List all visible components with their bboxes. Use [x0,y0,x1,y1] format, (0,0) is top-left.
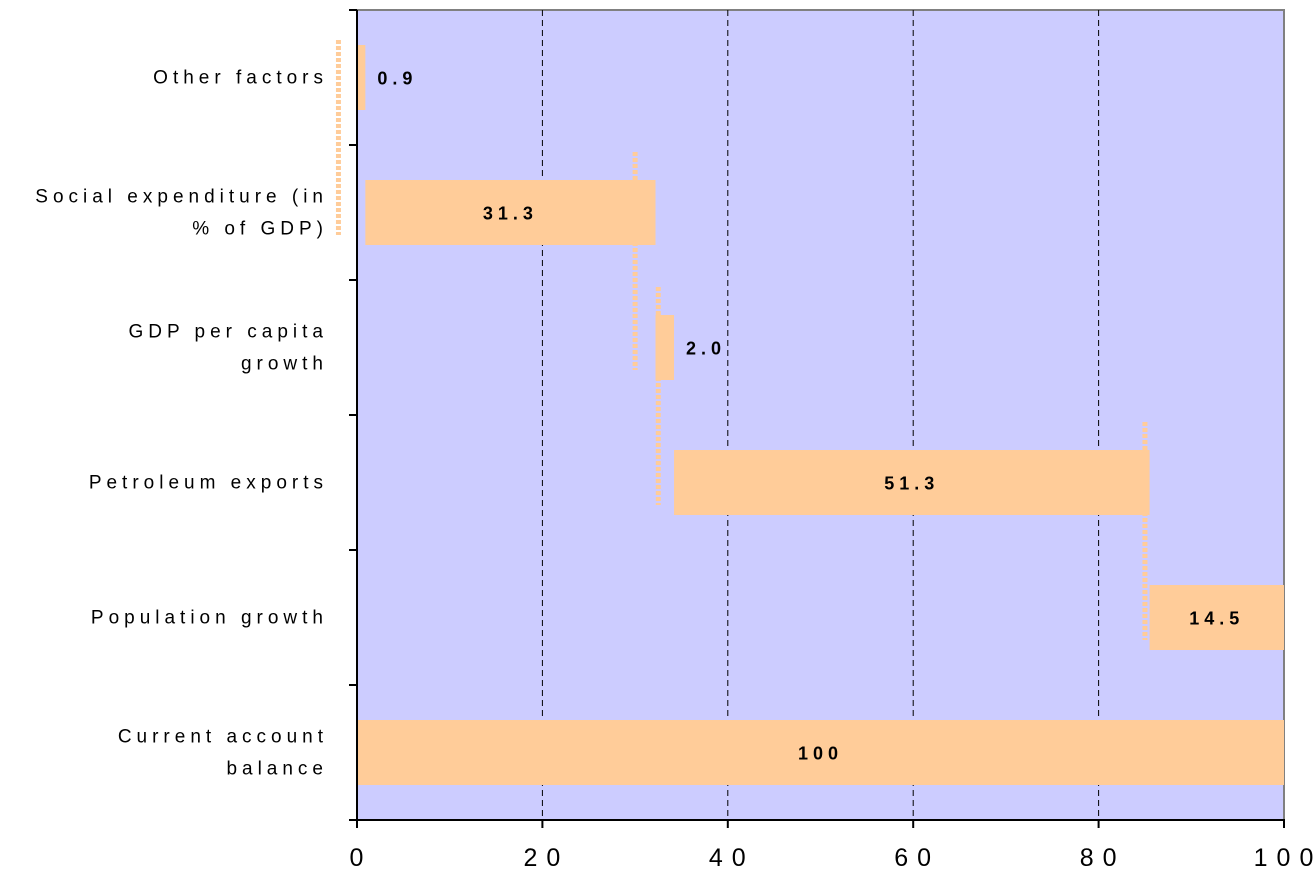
data-label-2: 2.0 [686,339,726,359]
category-label-3: Petroleum exports [89,473,328,494]
bar-0 [357,45,366,110]
x-tick-labels: 0 20 40 60 80 100 [350,844,1315,872]
grid-lines [541,10,1100,820]
category-labels: Other factors Social expenditure (in % of … [35,68,328,780]
category-label-line: Social expenditure (in [35,187,328,208]
data-label-3: 51.3 [884,474,939,494]
data-label-4: 14.5 [1189,609,1244,629]
x-tick-label-0: 0 [350,844,373,872]
bar-4 [1149,585,1284,650]
axes [349,9,1285,828]
category-label-line: % of GDP) [192,219,328,240]
bar-2 [655,315,675,380]
x-tick-label-80: 80 [1080,844,1126,872]
category-label-line: growth [241,354,328,375]
category-label-line: Population growth [91,608,328,629]
category-label-line: Other factors [153,68,328,89]
x-tick-label-60: 60 [894,844,940,872]
category-label-2: GDP per capita growth [128,322,328,375]
x-tick-label-40: 40 [709,844,755,872]
category-label-5: Current account balance [118,727,328,780]
category-label-line: Petroleum exports [89,473,328,494]
data-labels: 0.9 31.3 2.0 51.3 14.5 100 [377,69,1244,764]
category-label-0: Other factors [153,68,328,89]
bar-1 [365,180,656,245]
data-label-0: 0.9 [377,69,417,89]
bars [357,45,1284,785]
category-label-line: GDP per capita [128,322,328,343]
x-tick-label-100: 100 [1254,844,1315,872]
category-label-1: Social expenditure (in % of GDP) [35,187,328,240]
data-label-5: 100 [798,744,843,764]
bar-5 [357,720,1284,785]
data-label-1: 31.3 [483,204,538,224]
category-label-line: Current account [118,727,328,748]
category-label-line: balance [226,759,328,780]
bar-3 [674,450,1150,515]
category-label-4: Population growth [91,608,328,629]
x-tick-label-20: 20 [523,844,569,872]
plot-area [356,9,1285,821]
